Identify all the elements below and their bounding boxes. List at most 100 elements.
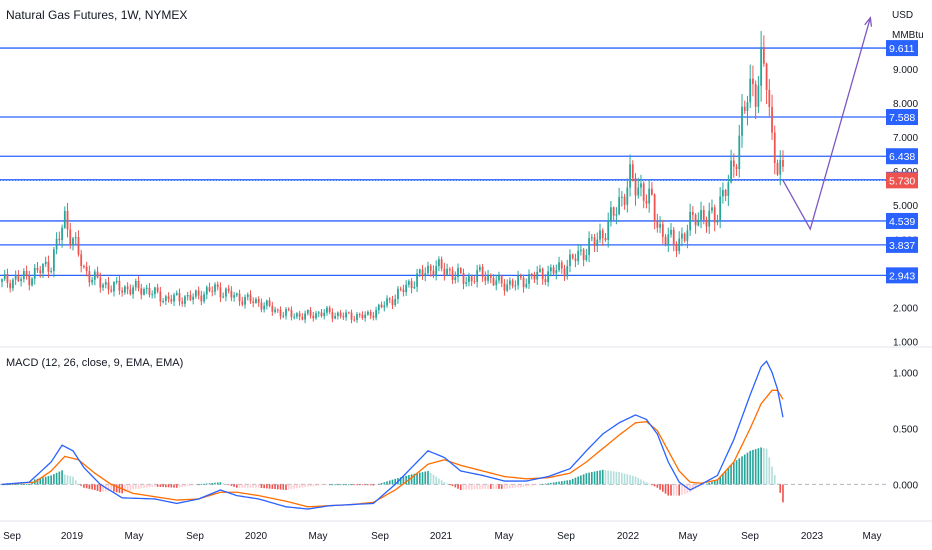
macd-histogram-bar [124,484,126,493]
candle-body [509,280,511,285]
x-tick-label: 2021 [430,531,453,542]
candle-body [738,135,741,170]
macd-histogram-bar [238,484,241,488]
macd-histogram-bar [257,484,260,488]
candle-body [167,296,170,300]
candle-body [244,297,246,305]
candle-body [465,282,468,284]
candle-body [364,314,367,319]
candle-body [326,307,328,313]
candle-body [336,312,339,316]
macd-histogram-bar [732,462,735,485]
chart-title: Natural Gas Futures, 1W, NYMEX [6,8,188,22]
candle-body [181,301,184,304]
macd-histogram-bar [83,484,85,488]
macd-histogram-bar [317,484,320,486]
candle-body [588,238,590,256]
candle-body [77,237,80,255]
candle-body [670,229,672,235]
candle-body [361,314,364,319]
candle-body [200,295,203,302]
macd-histogram-bar [640,479,642,485]
projection-arrowhead [864,16,873,27]
macd-histogram-bar [672,484,675,496]
macd-histogram-bar [296,484,298,489]
price-tick-label: 5.000 [893,201,918,212]
macd-histogram-bar [593,471,596,485]
candle-body [757,85,760,107]
candle-body [476,270,479,282]
level-tag [886,109,918,126]
macd-histogram-bar [738,458,741,485]
candle-body [405,284,408,293]
macd-histogram-bar [580,475,582,485]
macd-histogram-bar [23,484,25,485]
candle-body [143,289,145,295]
macd-histogram-bar [637,477,640,485]
candle-body [225,288,227,297]
candle-body [296,313,298,317]
macd-histogram-bar [402,476,405,485]
candle-body [686,230,689,241]
macd-histogram-bar [678,484,681,496]
candle-body [388,298,391,300]
candle-body [91,279,94,283]
macd-histogram-bar [74,480,77,485]
macd-histogram-bar [312,484,315,487]
candle-body [435,266,438,276]
macd-histogram-bar [541,484,544,485]
candle-body [323,312,326,317]
candle-body [268,300,271,306]
macd-histogram-bar [14,484,17,486]
macd-histogram-bar [735,460,738,485]
candle-body [672,229,675,246]
candle-body [372,315,375,318]
macd-histogram-bar [462,484,465,490]
macd-histogram-bar [369,484,372,486]
macd-histogram-bar [216,482,219,485]
macd-histogram-bar [140,484,143,489]
macd-histogram-bar [189,484,192,486]
candle-body [279,309,282,317]
macd-histogram-bar [290,484,293,490]
candle-body [399,288,402,290]
macd-histogram-bar [506,484,508,489]
macd-tick-label: 0.000 [893,480,918,491]
macd-histogram-bar [705,483,708,485]
candle-body [104,282,107,285]
macd-histogram-bar [186,484,189,487]
candle-body [495,280,498,286]
macd-histogram-bar [702,484,705,486]
macd-histogram-bar [468,484,470,490]
macd-histogram-bar [260,484,263,488]
macd-histogram-bar [61,470,63,485]
candle-body [358,314,361,316]
macd-histogram-bar [47,476,50,485]
macd-histogram-bar [495,484,498,489]
candle-body [63,210,66,228]
macd-histogram-bar [268,484,271,489]
macd-histogram-bar [530,484,533,486]
candle-body [664,236,667,245]
candle-body [285,309,287,316]
candle-body [560,262,563,269]
macd-histogram-bar [492,484,495,489]
candle-body [293,316,296,318]
macd-histogram-bar [659,484,661,490]
macd-histogram-bar [315,484,317,486]
candle-body [407,281,410,285]
macd-histogram-bar [356,484,358,486]
candle-body [446,268,448,275]
macd-histogram-bar [782,484,784,503]
macd-histogram-bar [760,447,762,485]
candle-body [39,270,42,274]
macd-histogram-bar [517,484,519,488]
macd-histogram-bar [137,484,140,489]
macd-histogram-bar [115,484,118,493]
macd-histogram-bar [708,482,711,485]
macd-histogram-bar [776,483,779,485]
candle-body [724,189,727,196]
x-tick-label: 2023 [801,531,824,542]
